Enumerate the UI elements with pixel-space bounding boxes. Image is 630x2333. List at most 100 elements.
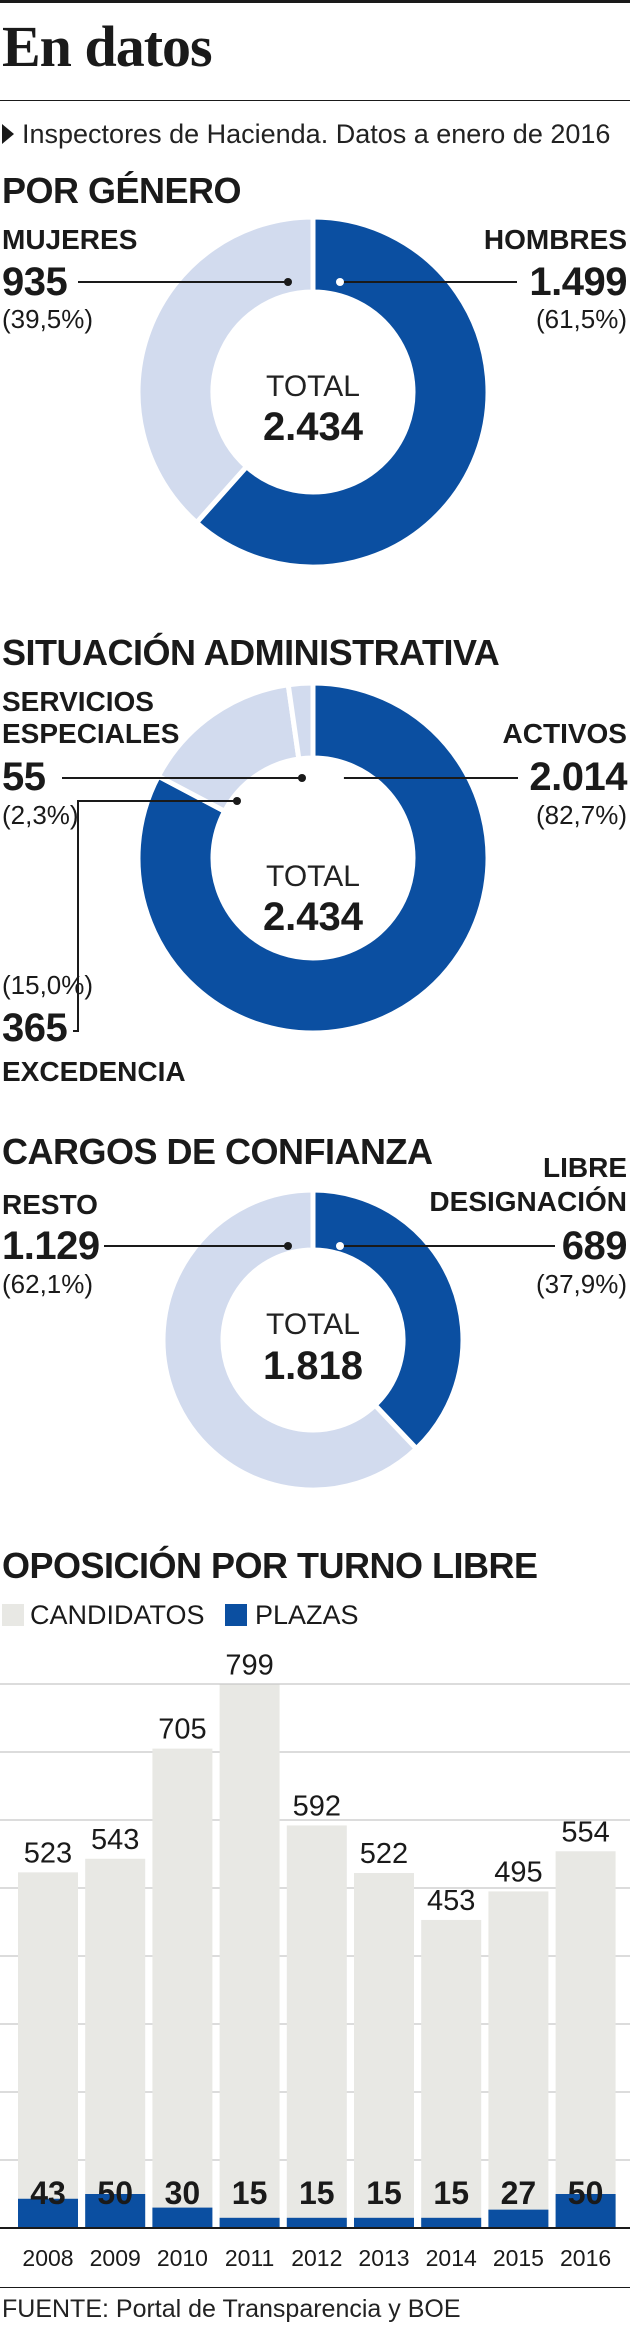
source-note: FUENTE: Portal de Transparencia y BOE: [2, 2295, 461, 2323]
bar-plazas: [421, 2217, 482, 2228]
label-candidates: 495: [494, 1856, 542, 1888]
special-services-label-1: SERVICIOS: [2, 686, 154, 717]
title-divider: [0, 100, 630, 101]
bar-plazas: [488, 2209, 549, 2228]
rest-dot: [284, 1242, 292, 1250]
special-services-percent: (2,3%): [2, 800, 79, 830]
status-total-label: TOTAL: [266, 860, 360, 893]
bar-candidates: [488, 1891, 549, 2228]
x-tick-label: 2014: [426, 2245, 477, 2271]
special-services-value: 55: [2, 755, 46, 799]
x-tick-label: 2016: [560, 2245, 611, 2271]
active-dot: [336, 774, 344, 782]
active-value: 2.014: [529, 755, 627, 799]
bar-candidates: [85, 1858, 146, 2228]
free-designation-percent: (37,9%): [535, 1269, 627, 1299]
men-connector: [340, 281, 517, 283]
free-designation-label-2: DESIGNACIÓN: [429, 1186, 627, 1217]
label-plazas: 27: [501, 2175, 537, 2211]
label-plazas: 15: [232, 2175, 268, 2211]
subtitle: Inspectores de Hacienda. Datos a enero d…: [22, 119, 611, 149]
leave-connector-tick: [73, 1030, 79, 1032]
status-donut: [135, 680, 491, 1036]
label-plazas: 30: [165, 2175, 201, 2211]
label-candidates: 592: [293, 1790, 341, 1822]
men-label: HOMBRES: [483, 224, 627, 255]
bullet-triangle-icon: [2, 124, 14, 144]
legend-plazas-label: PLAZAS: [255, 1600, 359, 1630]
leave-connector-horizontal: [77, 800, 237, 802]
top-rule: [0, 0, 630, 3]
bar-plazas: [85, 2194, 146, 2228]
x-tick-label: 2015: [493, 2245, 544, 2271]
x-tick-label: 2010: [157, 2245, 208, 2271]
trust-total-value: 1.818: [262, 1344, 364, 1388]
status-total-value: 2.434: [262, 895, 364, 939]
bar-plazas: [354, 2217, 414, 2228]
men-dot: [336, 278, 344, 286]
special-services-dot: [298, 774, 306, 782]
section-title-exam: OPOSICIÓN POR TURNO LIBRE: [2, 1545, 538, 1586]
label-candidates: 453: [427, 1885, 475, 1917]
bar-candidates: [555, 1851, 616, 2228]
bar-candidates: [219, 1684, 280, 2228]
bar-plazas: [555, 2194, 616, 2228]
bar-candidates: [286, 1825, 347, 2228]
trust-donut: [160, 1190, 466, 1493]
label-candidates: 543: [91, 1824, 139, 1856]
legend-candidates-swatch: [2, 1604, 24, 1626]
rest-percent: (62,1%): [2, 1269, 94, 1299]
bar-candidates: [152, 1748, 213, 2228]
x-tick-label: 2008: [22, 2245, 73, 2271]
page-title: En datos: [2, 14, 213, 79]
special-services-connector: [62, 777, 302, 779]
women-value: 935: [2, 260, 68, 304]
rest-label: RESTO: [2, 1189, 98, 1220]
active-percent: (82,7%): [535, 800, 627, 830]
women-dot: [284, 278, 292, 286]
label-candidates: 554: [561, 1816, 609, 1848]
x-tick-label: 2013: [358, 2245, 409, 2271]
men-value: 1.499: [529, 260, 627, 304]
leave-dot: [233, 797, 241, 805]
women-connector: [78, 281, 288, 283]
leave-value: 365: [2, 1006, 68, 1050]
source-divider: [0, 2287, 630, 2288]
trust-slice-0: [310, 1190, 466, 1453]
leave-label: EXCEDENCIA: [2, 1056, 186, 1087]
gender-total-value: 2.434: [262, 405, 364, 449]
label-plazas: 50: [568, 2175, 604, 2211]
rest-value: 1.129: [2, 1224, 100, 1268]
label-candidates: 799: [225, 1650, 273, 1682]
gender-slice-0: [193, 214, 491, 570]
label-candidates: 523: [24, 1837, 72, 1869]
bar-plazas: [18, 2198, 78, 2228]
women-percent: (39,5%): [2, 304, 94, 334]
bar-plazas: [286, 2217, 347, 2228]
gender-total-label: TOTAL: [266, 370, 360, 403]
bar-plazas: [219, 2217, 280, 2228]
section-title-status: SITUACIÓN ADMINISTRATIVA: [2, 632, 500, 673]
label-plazas: 15: [366, 2175, 402, 2211]
free-designation-value: 689: [561, 1224, 628, 1268]
active-label: ACTIVOS: [502, 718, 627, 749]
trust-total-label: TOTAL: [266, 1308, 360, 1341]
label-plazas: 43: [30, 2175, 66, 2211]
free-designation-connector: [340, 1245, 555, 1247]
bar-candidates: [354, 1873, 414, 2228]
trust-slice-1: [160, 1190, 420, 1493]
special-services-label-2: ESPECIALES: [2, 718, 180, 749]
bar-candidates: [18, 1872, 78, 2228]
legend-plazas-swatch: [225, 1604, 247, 1626]
label-plazas: 15: [433, 2175, 469, 2211]
bar-candidates: [421, 1919, 482, 2228]
leave-percent: (15,0%): [2, 970, 94, 1000]
exam-bar-chart: 523 43 2008 543 50 2009 705 30 2010 799 15 2011 592 1…: [0, 1650, 630, 2271]
label-plazas: 15: [299, 2175, 335, 2211]
gender-slice-1: [135, 214, 316, 527]
rest-connector: [104, 1245, 288, 1247]
gender-donut: [135, 214, 491, 570]
label-plazas: 50: [97, 2175, 133, 2211]
status-slice-2: [285, 680, 316, 762]
section-title-gender: POR GÉNERO: [2, 170, 242, 211]
